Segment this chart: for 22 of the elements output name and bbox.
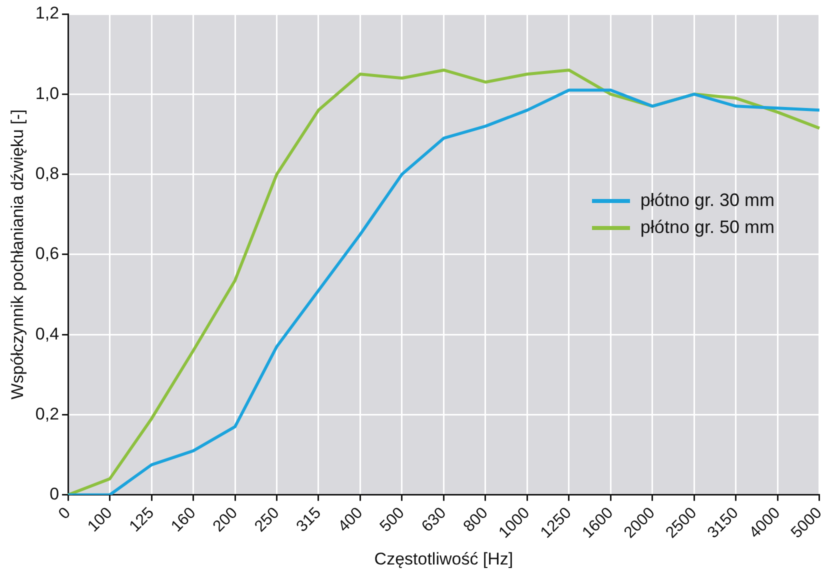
y-tick-label: 1,0 — [35, 84, 60, 103]
x-tick-label: 630 — [418, 504, 450, 536]
y-tick-label: 0,6 — [35, 244, 60, 264]
x-tick-label: 800 — [460, 504, 492, 536]
x-axis-title: Częstotliwość [Hz] — [374, 549, 514, 568]
x-tick-label: 200 — [210, 504, 242, 536]
x-tick-label: 100 — [84, 504, 116, 536]
x-tick-label: 160 — [168, 504, 200, 536]
y-tick-label: 1,2 — [35, 4, 60, 23]
legend-label: płótno gr. 30 mm — [640, 189, 774, 212]
x-tick-label: 125 — [126, 504, 158, 536]
x-tick-label: 315 — [294, 504, 325, 536]
x-tick-label: 0 — [56, 504, 74, 523]
x-tick-label: 250 — [252, 504, 283, 536]
y-tick-label: 0,2 — [35, 404, 60, 424]
legend-label: płótno gr. 50 mm — [640, 216, 774, 240]
x-tick-label: 500 — [377, 504, 408, 536]
y-tick-label: 0 — [50, 484, 60, 504]
y-tick-label: 0,4 — [35, 324, 60, 344]
y-tick-label: 0,8 — [35, 164, 60, 183]
y-axis-title: Współczynnik pochłaniania dźwięku [-] — [8, 109, 27, 400]
x-tick-label: 400 — [335, 504, 366, 536]
